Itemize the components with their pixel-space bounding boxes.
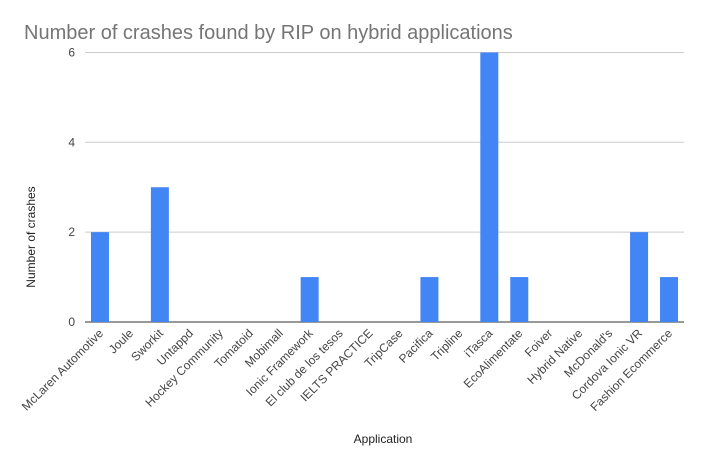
gridlines (85, 51, 684, 323)
bar (90, 232, 109, 322)
y-tick-label: 0 (68, 315, 75, 329)
y-tick-label: 6 (68, 45, 75, 59)
y-tick-label: 2 (68, 225, 75, 239)
bars (90, 52, 679, 322)
bar (150, 187, 169, 322)
y-tick-label: 4 (68, 135, 75, 149)
x-tick-label: McLaren Automotive (19, 326, 106, 413)
bar (510, 277, 529, 322)
y-axis-title: Number of crashes (24, 186, 38, 287)
bar (300, 277, 319, 322)
bar (480, 52, 499, 322)
bar (660, 277, 679, 322)
bar (630, 232, 649, 322)
x-tick-labels: McLaren Automotive JouleSworkitUntappdHoc… (19, 326, 676, 414)
x-tick-label: Tripline (428, 326, 466, 364)
x-tick-label: Pacifica (396, 326, 436, 366)
x-axis-title: Application (354, 432, 413, 446)
bar (420, 277, 439, 322)
y-tick-labels: 0 2 4 6 (68, 45, 75, 329)
chart-title: Number of crashes found by RIP on hybrid… (24, 22, 513, 44)
